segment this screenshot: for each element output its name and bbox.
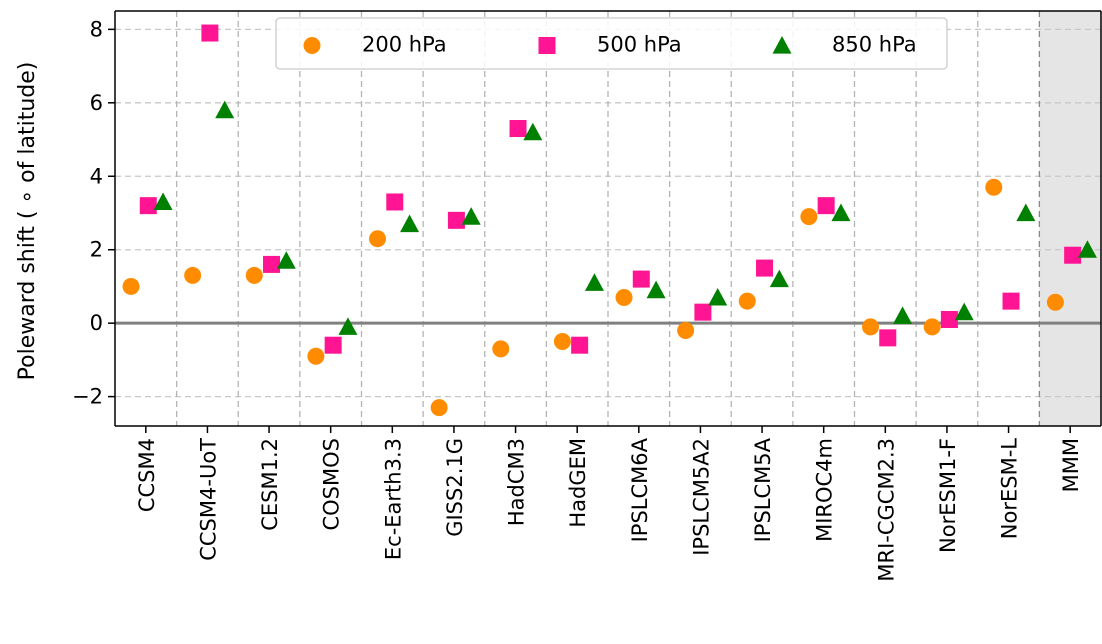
y-tick-label: 4 [90, 164, 103, 188]
data-point [122, 277, 140, 295]
data-point [584, 273, 604, 291]
x-tick-label: CCSM4 [135, 438, 159, 512]
data-point [708, 287, 728, 306]
data-point [461, 207, 481, 225]
grid-layer [115, 11, 1101, 426]
data-point [184, 266, 202, 284]
data-point [400, 214, 420, 233]
data-point [447, 211, 465, 229]
data-point [632, 270, 650, 288]
data-point [276, 251, 296, 269]
data-point [954, 302, 974, 321]
x-tick-label: NorESM-L [998, 438, 1022, 539]
data-point [153, 192, 173, 211]
data-point [263, 255, 281, 273]
data-point [492, 340, 510, 358]
data-point [756, 259, 774, 277]
data-point [307, 347, 325, 365]
data-point [879, 329, 897, 347]
legend-label: 200 hPa [362, 33, 447, 57]
data-point [738, 292, 756, 310]
x-tick-label: MRI-CGCM2.3 [874, 438, 898, 582]
y-tick-label: −2 [72, 385, 103, 409]
y-tick-label: 2 [90, 238, 103, 262]
x-tick-label: CCSM4-UoT [196, 438, 220, 561]
data-point [369, 230, 387, 248]
x-tick-label: IPSLCM5A2 [689, 438, 713, 556]
x-tick-label: MMM [1059, 438, 1083, 492]
x-tick-label: CESM1.2 [258, 438, 282, 531]
data-point [386, 193, 404, 211]
data-point [985, 178, 1003, 196]
data-point [831, 203, 851, 222]
legend: 200 hPa 500 hPa 850 hPa [275, 17, 948, 70]
x-tick-label: MIROC4m [813, 438, 837, 542]
data-marks [122, 24, 1097, 417]
data-point [862, 318, 880, 336]
data-point [769, 269, 789, 288]
data-point [1016, 203, 1036, 222]
data-point [1077, 240, 1097, 258]
axes-layer: −2 0 2 4 6 8 CCSM4 CCSM4-UoT CESM1.2 COSMOS Ec-Ear… [72, 10, 1102, 582]
background-layer [1039, 11, 1101, 426]
x-tick-label: Ec-Earth3.3 [381, 438, 405, 560]
x-tick-label: GISS2.1G [443, 438, 467, 537]
legend-marker [772, 36, 792, 54]
data-point [940, 310, 958, 328]
data-point [1064, 246, 1082, 264]
data-point [139, 197, 157, 215]
legend-box [275, 17, 948, 70]
y-tick-label: 8 [90, 17, 103, 41]
y-axis-label: Poleward shift ( ∘ of latitude) [15, 62, 40, 381]
data-point [245, 266, 263, 284]
legend-label: 500 hPa [597, 33, 682, 57]
data-point [800, 208, 818, 226]
data-point [1002, 292, 1020, 310]
data-point [677, 322, 695, 340]
y-tick-label: 0 [90, 311, 103, 335]
data-point [817, 197, 835, 215]
data-point [694, 303, 712, 321]
highlight-region [1039, 11, 1101, 426]
legend-marker [538, 37, 556, 54]
data-point [338, 317, 358, 335]
data-point [1046, 293, 1064, 311]
x-tick-label: HadCM3 [505, 438, 529, 526]
data-point [523, 122, 543, 141]
data-point [646, 280, 666, 299]
legend-marker [303, 37, 321, 54]
data-point [430, 399, 448, 417]
legend-label: 850 hPa [832, 33, 917, 57]
data-point [553, 333, 571, 351]
x-tick-label: COSMOS [320, 438, 344, 531]
data-point [893, 306, 913, 324]
x-tick-label: IPSLCM5A [751, 437, 775, 542]
y-tick-label: 6 [90, 91, 103, 115]
data-point [215, 100, 235, 119]
data-point [324, 336, 342, 354]
data-point [201, 24, 219, 42]
data-point [571, 336, 589, 354]
x-tick-label: NorESM1-F [936, 438, 960, 553]
data-point [923, 318, 941, 336]
data-point [615, 288, 633, 306]
x-tick-label: HadGEM [566, 438, 590, 528]
data-point [509, 120, 527, 138]
x-tick-label: IPSLCM6A [628, 437, 652, 542]
